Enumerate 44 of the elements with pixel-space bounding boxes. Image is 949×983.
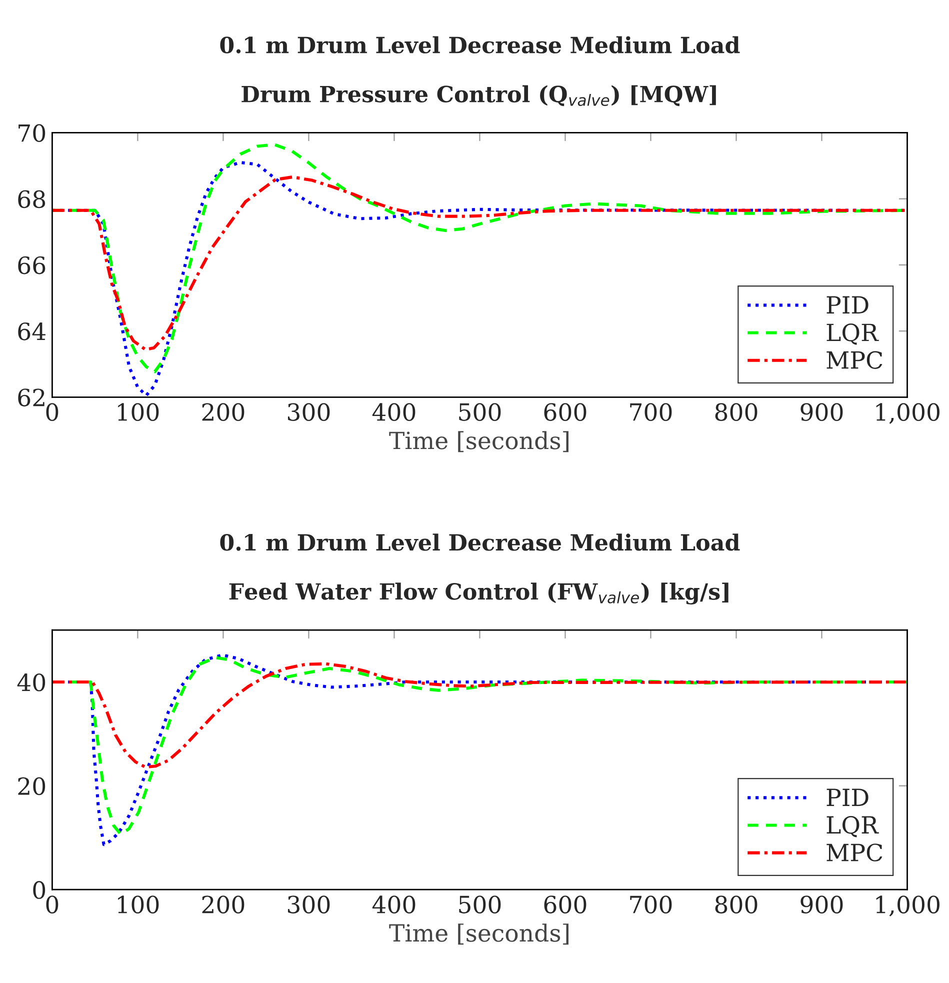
- x-tick-label: 300: [288, 896, 330, 914]
- x-tick-label: 1,000: [876, 896, 940, 916]
- y-tick-label: 68: [18, 190, 46, 208]
- x-tick-label: 500: [459, 403, 501, 421]
- x-tick-label: 700: [630, 896, 672, 914]
- chart-subtitle: Feed Water Flow Control (FW$_{valve}$) [kg/s]: [229, 582, 728, 604]
- legend-label: PID: [826, 788, 868, 806]
- x-tick-label: 0: [46, 896, 58, 914]
- legend-label: LQR: [826, 816, 879, 838]
- x-tick-label: 100: [118, 896, 159, 914]
- y-tick-label: 62: [18, 388, 44, 406]
- legend-label: MPC: [826, 351, 882, 369]
- x-tick-label: 400: [372, 896, 416, 914]
- chart-title: 0.1 m Drum Level Decrease Medium Load: [220, 36, 740, 54]
- x-tick-label: 400: [372, 403, 416, 421]
- x-tick-label: 900: [800, 403, 843, 421]
- legend-label: MPC: [826, 844, 882, 862]
- y-tick-label: 20: [18, 777, 46, 796]
- line-series: [52, 662, 908, 769]
- x-tick-label: 200: [202, 896, 244, 914]
- x-tick-label: 1,000: [876, 403, 940, 424]
- x-tick-label: 0: [46, 403, 58, 421]
- chart-title: 0.1 m Drum Level Decrease Medium Load: [220, 534, 740, 551]
- x-tick-label: 600: [544, 896, 586, 914]
- x-tick-label: 800: [715, 403, 758, 421]
- x-tick-label: 600: [544, 403, 586, 421]
- y-tick-label: 40: [17, 673, 46, 692]
- x-tick-label: 500: [459, 896, 501, 914]
- line-series: [52, 175, 908, 352]
- x-tick-label: 900: [800, 896, 843, 914]
- x-tick-label: 200: [202, 403, 244, 421]
- y-tick-label: 64: [18, 322, 46, 340]
- chart-subtitle: Drum Pressure Control (Q$_{valve}$) [MQW]: [242, 85, 716, 106]
- x-tick-label: 300: [288, 403, 330, 421]
- x-tick-label: 800: [715, 896, 758, 914]
- x-tick-label: 100: [118, 403, 159, 421]
- x-axis-title: Time [seconds]: [389, 924, 568, 945]
- y-tick-label: 0: [33, 881, 46, 899]
- legend-label: LQR: [826, 324, 879, 345]
- legend-label: PID: [826, 296, 868, 314]
- x-tick-label: 700: [630, 403, 672, 421]
- y-tick-label: 70: [18, 124, 46, 142]
- x-axis-title: Time [seconds]: [389, 431, 568, 452]
- y-tick-label: 66: [18, 256, 46, 274]
